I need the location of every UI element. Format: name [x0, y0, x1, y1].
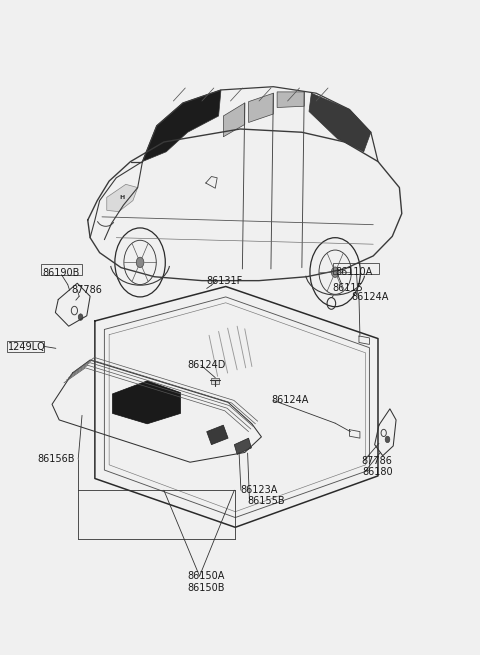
Text: 1249LQ: 1249LQ [8, 342, 46, 352]
Text: 87786: 87786 [361, 456, 392, 466]
Polygon shape [249, 93, 273, 122]
Text: 86123A: 86123A [240, 485, 277, 495]
Polygon shape [234, 438, 252, 455]
Text: 86155B: 86155B [247, 496, 285, 506]
Text: 87786: 87786 [71, 285, 102, 295]
Polygon shape [223, 103, 245, 137]
Text: 86150B: 86150B [188, 583, 225, 593]
Polygon shape [112, 381, 180, 424]
Text: 86115: 86115 [333, 284, 363, 293]
Text: 86150A: 86150A [188, 571, 225, 581]
Polygon shape [143, 90, 221, 162]
Bar [212, 378, 219, 384]
Text: 86124D: 86124D [188, 360, 226, 370]
Polygon shape [207, 425, 228, 445]
Bar [41, 264, 82, 275]
Circle shape [78, 314, 83, 320]
Bar [333, 263, 379, 274]
Text: 86156B: 86156B [38, 454, 75, 464]
Text: H: H [120, 195, 125, 200]
Polygon shape [309, 93, 371, 152]
Circle shape [385, 436, 390, 443]
Polygon shape [277, 92, 304, 107]
Text: 86124A: 86124A [352, 292, 389, 302]
Text: 86190B: 86190B [43, 268, 80, 278]
Polygon shape [107, 184, 138, 212]
Circle shape [136, 257, 144, 268]
Bar [7, 341, 44, 352]
Text: 86131F: 86131F [207, 276, 243, 286]
Text: 86124A: 86124A [271, 396, 308, 405]
Text: 86110A: 86110A [335, 267, 372, 277]
Text: 86180: 86180 [363, 467, 394, 477]
Circle shape [331, 267, 339, 277]
